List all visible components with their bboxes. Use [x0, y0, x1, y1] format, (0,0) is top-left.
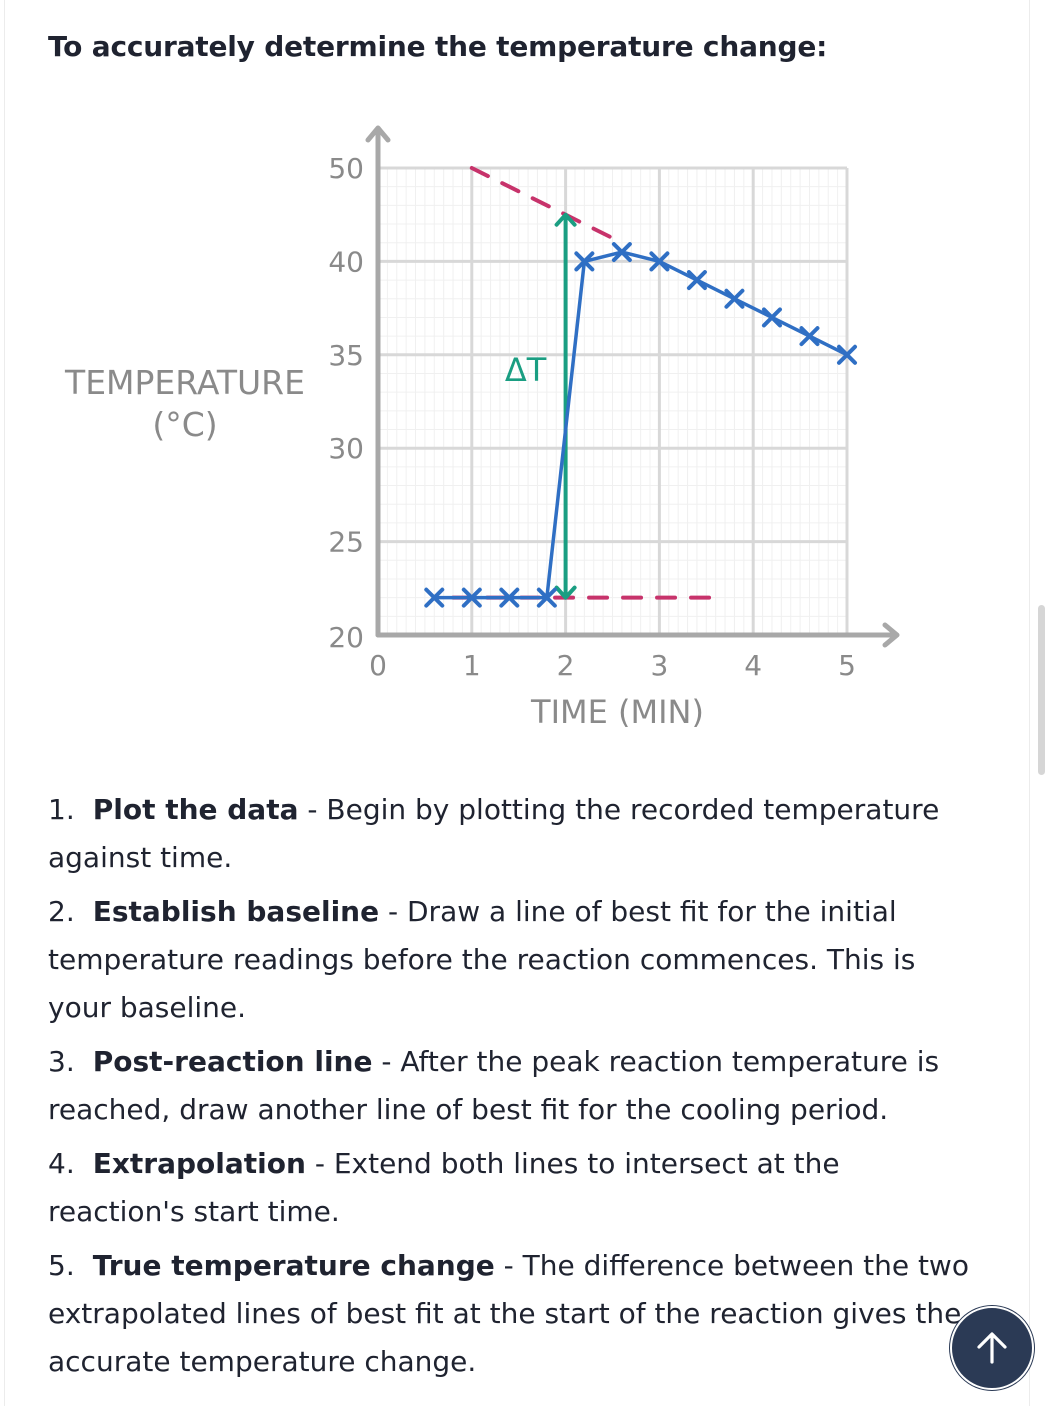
y-tick-label: 35 [328, 339, 364, 372]
data-line [434, 250, 848, 600]
x-tick-label: 2 [557, 649, 575, 682]
y-axis-label: TEMPERATURE (°C) [50, 362, 320, 446]
data-point-marker [461, 587, 482, 608]
data-point-marker [761, 307, 782, 328]
step-title: Plot the data [92, 793, 299, 826]
y-tick-label: 50 [328, 152, 364, 185]
step-item: 3. Post-reaction line - After the peak re… [48, 1038, 978, 1134]
data-point-marker [686, 270, 707, 291]
data-point-marker [837, 344, 857, 365]
y-axis-label-line: (°C) [152, 405, 218, 444]
scrollbar[interactable] [1038, 605, 1045, 775]
data-point-marker [724, 288, 745, 309]
step-text: - The difference between the two extrapo… [48, 1249, 969, 1378]
data-point-marker [424, 587, 445, 608]
x-tick-label: 0 [369, 649, 387, 682]
steps-list: 1. Plot the data - Begin by plotting the … [48, 786, 978, 1392]
step-item: 1. Plot the data - Begin by plotting the … [48, 786, 978, 882]
temperature-chart: 0 1 2 3 4 5 20 25 30 35 40 50 TIME (MIN) ΔT [328, 125, 900, 731]
x-tick-label: 3 [650, 649, 668, 682]
content-frame [4, 0, 1030, 1406]
data-point-marker [574, 251, 595, 272]
step-text: - Begin by plotting the recorded tempera… [48, 793, 940, 874]
step-number: 3. [48, 1045, 75, 1078]
step-title: Establish baseline [92, 895, 380, 928]
data-point-marker [649, 251, 670, 272]
step-number: 2. [48, 895, 75, 928]
step-text: - Draw a line of best fit for the initia… [48, 895, 916, 1024]
data-point-marker [799, 326, 820, 347]
step-number: 5. [48, 1249, 75, 1282]
arrow-up-icon [977, 1332, 1007, 1364]
y-tick-label: 20 [328, 621, 364, 654]
x-axis-label: TIME (MIN) [530, 693, 704, 731]
data-point-marker [611, 242, 632, 263]
delta-t-arrow [554, 212, 577, 600]
data-point-marker [536, 587, 557, 608]
step-item: 4. Extrapolation - Extend both lines to i… [48, 1140, 978, 1236]
y-axis-label-line: TEMPERATURE [65, 363, 305, 402]
step-number: 4. [48, 1147, 75, 1180]
scroll-to-top-button[interactable] [950, 1306, 1034, 1390]
x-tick-label: 1 [463, 649, 481, 682]
y-tick-label: 25 [328, 526, 364, 559]
step-title: Extrapolation [92, 1147, 306, 1180]
step-number: 1. [48, 793, 75, 826]
x-axis [375, 622, 900, 648]
data-point-marker [499, 587, 520, 608]
step-title: True temperature change [92, 1249, 495, 1282]
step-item: 2. Establish baseline - Draw a line of be… [48, 888, 978, 1032]
x-tick-label: 5 [838, 649, 856, 682]
delta-t-label: ΔT [505, 351, 547, 389]
step-item: 5. True temperature change - The differen… [48, 1242, 978, 1386]
y-tick-label: 40 [328, 245, 364, 278]
cooling-extrapolation-line [469, 166, 624, 245]
x-tick-label: 4 [744, 649, 762, 682]
y-axis [365, 125, 391, 638]
step-title: Post-reaction line [92, 1045, 373, 1078]
y-tick-label: 30 [328, 432, 364, 465]
section-heading: To accurately determine the temperature … [48, 30, 828, 63]
step-text: - After the peak reaction temperature is… [48, 1045, 940, 1126]
step-text: - Extend both lines to intersect at the … [48, 1147, 840, 1228]
